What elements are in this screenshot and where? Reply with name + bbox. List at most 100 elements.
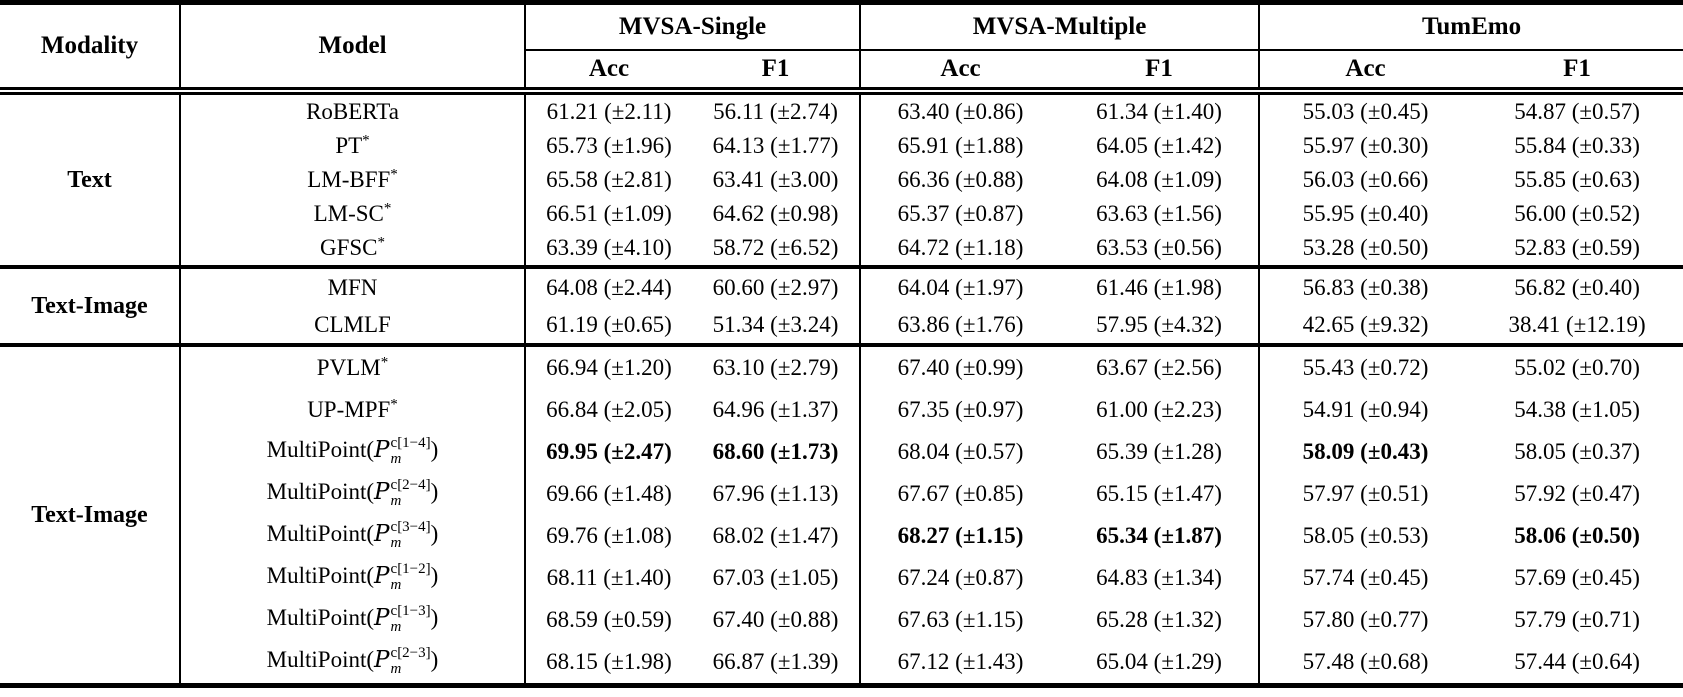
value-cell: 57.69 (±0.45) [1514,565,1640,590]
value-cell: 67.40 (±0.88) [692,599,862,641]
model-cell: MultiPoint(P c[2−3] m) [180,641,526,686]
value-cell: 61.19 (±0.65) [546,311,672,337]
col-header-modality: Modality [0,2,181,95]
value-cell: 57.44 (±0.64) [1514,649,1640,674]
value-cell: 55.95 (±0.40) [1302,201,1429,226]
value-cell: 58.05 (±0.37) [1514,439,1640,464]
value-cell: 55.84 (±0.33) [1514,133,1640,158]
asterisk-superscript: * [390,396,398,413]
value-cell: 55.43 (±0.72) [1259,343,1472,389]
calligraphic-p: P [374,605,390,632]
value-cell: 57.97 (±0.51) [1302,481,1429,506]
value-cell: 69.95 (±2.47) [546,439,672,464]
value-cell: 68.04 (±0.57) [897,439,1024,464]
model-cell: PT* [180,129,526,163]
value-cell: 66.94 (±1.20) [525,343,692,389]
value-cell: 57.74 (±0.45) [1302,565,1429,590]
value-cell: 64.04 (±1.97) [860,265,1061,306]
table-row: Text-Image MFN 64.08 (±2.44) 60.60 (±2.97) 6… [0,265,1683,345]
modality-cell: Text-Image [0,265,181,345]
table-body: Text RoBERTa 61.21 (±2.11) 56.11 (±2.74) 63.… [0,91,1683,686]
value-cell: 57.79 (±0.71) [1514,607,1640,632]
value-cell: 61.34 (±1.40) [1060,91,1261,129]
value-cell: 68.59 (±0.59) [546,607,672,632]
value-cell: 58.06 (±0.50) [1514,523,1640,548]
table-row: PT* 65.73 (±1.96) 64.13 (±1.77) 65.91 (±1.8… [0,129,1683,163]
value-cell: 67.96 (±1.13) [692,473,862,515]
value-cell: 53.28 (±0.50) [1302,235,1429,260]
value-cell: 67.35 (±0.97) [897,397,1024,422]
value-cell: 56.11 (±2.74) [692,91,862,129]
value-cell: 65.34 (±1.87) [1060,515,1261,557]
value-cell: 68.15 (±1.98) [546,649,672,674]
table-row: MultiPoint(P c[1−4] m) 69.95 (±2.47) 68.60 (… [0,431,1683,473]
value-cell: 66.84 (±2.05) [546,397,672,422]
value-cell: 64.05 (±1.42) [1060,129,1261,163]
value-cell: 51.34 (±3.24) [692,306,862,345]
value-cell: 61.46 (±1.98) [1060,265,1261,306]
col-header-model: Model [180,2,526,95]
model-cell: LM-SC* [180,197,526,231]
prompt-scripts: c[1−3] m [390,603,431,635]
value-cell: 42.65 (±9.32) [1302,311,1429,337]
value-cell: 63.67 (±2.56) [1060,343,1261,389]
value-cell: 38.41 (±12.19) [1508,311,1646,337]
value-cell: 54.87 (±0.57) [1514,99,1640,124]
value-cell: 61.00 (±2.23) [1060,389,1261,431]
col-header-acc: Acc [1259,50,1472,95]
value-cell: 54.91 (±0.94) [1302,397,1429,422]
model-cell: MFN [180,265,526,306]
value-cell: 54.38 (±1.05) [1514,397,1640,422]
value-cell: 56.83 (±0.38) [1259,265,1472,306]
value-cell: 57.92 (±0.47) [1514,481,1640,506]
col-header-f1: F1 [692,50,862,95]
value-cell: 57.95 (±4.32) [1060,306,1261,345]
modality-cell: Text [0,91,181,267]
table-row: Text RoBERTa 61.21 (±2.11) 56.11 (±2.74) 63.… [0,91,1683,267]
value-cell: 56.00 (±0.52) [1514,201,1640,226]
asterisk-superscript: * [380,354,389,371]
model-cell: MultiPoint(P c[3−4] m) [180,515,526,557]
value-cell: 63.10 (±2.79) [692,343,862,389]
group-header-mvsa-multiple: MVSA-Multiple [860,2,1261,51]
value-cell: 64.62 (±0.98) [692,197,862,231]
value-cell: 69.66 (±1.48) [546,481,672,506]
value-cell: 67.12 (±1.43) [897,649,1024,674]
table-header: Modality Model MVSA-Single MVSA-Multiple… [0,2,1683,95]
value-cell: 63.86 (±1.76) [897,311,1024,337]
value-cell: 65.15 (±1.47) [1060,473,1261,515]
value-cell: 65.73 (±1.96) [546,133,672,158]
value-cell: 65.39 (±1.28) [1060,431,1261,473]
table-row: MultiPoint(P c[1−3] m) 68.59 (±0.59) 67.40 (… [0,599,1683,641]
prompt-scripts: c[1−2] m [390,561,431,593]
value-cell: 63.63 (±1.56) [1060,197,1261,231]
model-cell: UP-MPF* [180,389,526,431]
value-cell: 67.67 (±0.85) [897,481,1024,506]
asterisk-superscript: * [390,166,398,183]
value-cell: 55.97 (±0.30) [1302,133,1429,158]
value-cell: 64.13 (±1.77) [692,129,862,163]
value-cell: 56.03 (±0.66) [1302,167,1429,192]
value-cell: 63.41 (±3.00) [692,163,862,197]
asterisk-superscript: * [377,234,386,251]
prompt-scripts: c[2−3] m [390,645,431,677]
value-cell: 60.60 (±2.97) [692,265,862,306]
asterisk-superscript: * [362,132,370,149]
model-cell: MultiPoint(P c[1−4] m) [180,431,526,473]
value-cell: 57.80 (±0.77) [1302,607,1429,632]
value-cell: 63.40 (±0.86) [897,99,1024,124]
value-cell: 65.58 (±2.81) [546,167,672,192]
col-header-f1: F1 [1060,50,1261,95]
model-cell: MultiPoint(P c[1−2] m) [180,557,526,599]
value-cell: 58.72 (±6.52) [692,231,862,267]
value-cell: 69.76 (±1.08) [546,523,672,548]
model-cell: PVLM* [180,343,526,389]
prompt-scripts: c[1−4] m [390,435,431,467]
col-header-f1: F1 [1471,50,1683,95]
value-cell: 55.85 (±0.63) [1514,167,1640,192]
calligraphic-p: P [374,437,390,464]
modality-cell: Text-Image [0,343,181,686]
calligraphic-p: P [374,479,390,506]
value-cell: 66.36 (±0.88) [897,167,1024,192]
